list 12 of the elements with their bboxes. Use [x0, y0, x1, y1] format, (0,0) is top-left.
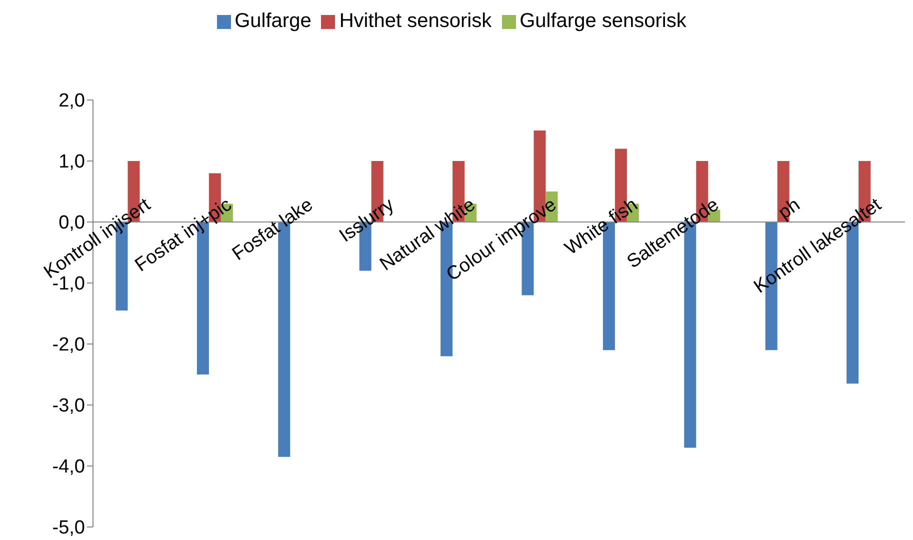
legend-label: Gulfarge [234, 10, 312, 32]
y-tick-label: -4,0 [52, 456, 85, 478]
legend-label: Hvithet sensorisk [339, 10, 492, 32]
y-tick-label: 0,0 [58, 212, 85, 234]
x-tick-label: ph [774, 194, 804, 224]
y-tick-label: -1,0 [52, 274, 85, 295]
y-tick-label: -3,0 [52, 396, 85, 417]
y-tick-label: 1,0 [58, 152, 85, 173]
y-tick-label: -5,0 [52, 518, 85, 539]
y-tick-label: -2,0 [52, 334, 85, 356]
y-tick-label: 2,0 [58, 90, 85, 112]
legend-label: Gulfarge sensorisk [520, 10, 686, 32]
